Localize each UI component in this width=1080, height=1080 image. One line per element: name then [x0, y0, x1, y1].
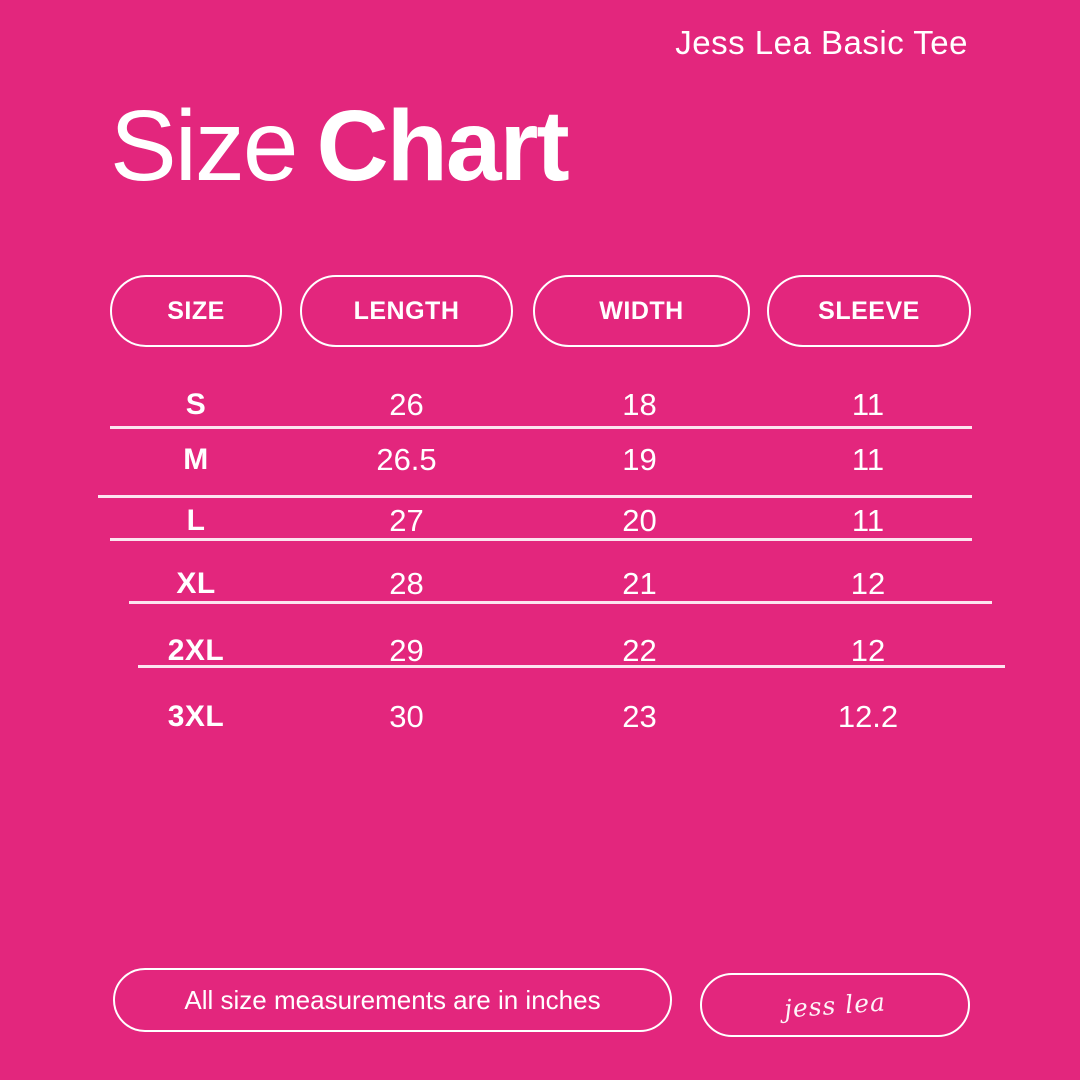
row-divider — [98, 495, 972, 498]
column-header-width-label: WIDTH — [599, 296, 684, 325]
size-row-xl: XL 28 21 12 — [110, 553, 971, 615]
sleeve-cell: 12.2 — [837, 699, 899, 734]
jess-lea-signature: jess lea — [783, 986, 887, 1024]
size-cell: L — [186, 504, 206, 537]
size-cell: XL — [176, 567, 216, 600]
size-cell: 2XL — [167, 634, 225, 667]
title-word-regular: Size — [110, 90, 299, 202]
length-cell: 27 — [389, 503, 424, 538]
row-divider — [138, 665, 1005, 668]
size-row-m: M 26.5 19 11 — [110, 429, 971, 491]
units-note-pill: All size measurements are in inches — [113, 968, 672, 1032]
size-row-3xl: 3XL 30 23 12.2 — [110, 686, 971, 748]
sleeve-cell: 11 — [851, 442, 885, 477]
size-cell: 3XL — [167, 700, 225, 733]
signature-pill: jess lea — [700, 973, 970, 1037]
row-divider — [110, 538, 972, 541]
size-row-2xl: 2XL 29 22 12 — [110, 620, 971, 682]
width-cell: 22 — [622, 633, 657, 668]
size-cell: M — [183, 443, 209, 476]
column-header-sleeve-label: SLEEVE — [818, 296, 920, 325]
sleeve-cell: 11 — [851, 503, 885, 538]
length-cell: 26 — [389, 387, 424, 422]
length-cell: 26.5 — [376, 442, 437, 477]
sleeve-cell: 12 — [850, 566, 886, 601]
column-header-width: WIDTH — [533, 275, 750, 347]
column-header-size: SIZE — [110, 275, 282, 347]
row-divider — [129, 601, 992, 604]
units-note-label: All size measurements are in inches — [184, 984, 601, 1015]
title-word-bold: Chart — [316, 90, 570, 202]
brand-title: Jess Lea Basic Tee — [675, 24, 968, 61]
size-cell: S — [185, 388, 207, 421]
size-row-s: S 26 18 11 — [110, 374, 971, 436]
column-header-length: LENGTH — [300, 275, 513, 347]
row-divider — [110, 426, 972, 429]
column-header-length-label: LENGTH — [353, 296, 460, 325]
length-cell: 28 — [389, 566, 424, 601]
size-row-l: L 27 20 11 — [110, 490, 971, 552]
column-header-size-label: SIZE — [167, 296, 225, 325]
width-cell: 18 — [622, 387, 657, 422]
length-cell: 30 — [389, 699, 424, 734]
sleeve-cell: 12 — [850, 633, 886, 668]
width-cell: 21 — [622, 566, 657, 601]
width-cell: 23 — [622, 699, 657, 734]
width-cell: 19 — [622, 442, 657, 477]
sleeve-cell: 11 — [851, 387, 885, 422]
page-title: Size Chart — [110, 94, 570, 198]
width-cell: 20 — [622, 503, 657, 538]
column-header-sleeve: SLEEVE — [767, 275, 971, 347]
length-cell: 29 — [389, 633, 424, 668]
